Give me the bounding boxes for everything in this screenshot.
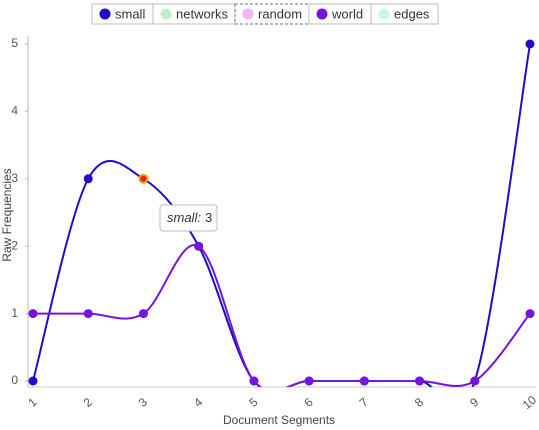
- legend-item[interactable]: world: [308, 3, 372, 25]
- point: [138, 173, 149, 184]
- legend: small networks random world edges: [91, 3, 439, 25]
- y-tick-label: 1: [11, 306, 18, 320]
- tooltip: small: 3: [159, 204, 218, 232]
- y-tick-label: 3: [11, 171, 18, 185]
- x-tick-label: 10: [520, 393, 539, 413]
- legend-item[interactable]: small: [91, 3, 154, 25]
- legend-marker: [99, 8, 111, 20]
- point: [249, 376, 259, 386]
- legend-box: [370, 3, 439, 25]
- x-tick-label: 3: [136, 395, 150, 410]
- point: [28, 376, 38, 386]
- legend-box: [234, 3, 310, 25]
- x-tick-label: 6: [302, 395, 316, 410]
- x-tick-label: 2: [81, 395, 95, 410]
- legend-item[interactable]: edges: [370, 3, 439, 25]
- point: [359, 376, 369, 386]
- legend-label: world: [331, 6, 363, 21]
- y-axis-label: Raw Frequencies: [0, 168, 14, 261]
- y-tick-label: 5: [11, 36, 18, 50]
- tooltip-value: 3: [205, 210, 212, 225]
- point: [194, 241, 204, 251]
- legend-marker: [378, 8, 390, 20]
- x-tick-label: 5: [246, 395, 260, 410]
- x-tick-label: 1: [25, 395, 39, 410]
- legend-label: random: [258, 6, 302, 21]
- legend-marker: [316, 8, 328, 20]
- y-tick-label: 0: [11, 373, 18, 387]
- tooltip-box: [159, 204, 218, 232]
- point: [470, 376, 480, 386]
- series-line: [32, 43, 531, 387]
- point: [28, 309, 38, 319]
- point: [525, 309, 535, 319]
- series-line: [33, 244, 531, 387]
- legend-label: small: [115, 6, 145, 21]
- legend-item[interactable]: networks: [152, 3, 236, 25]
- point: [83, 309, 93, 319]
- legend-label: edges: [394, 6, 430, 21]
- y-tick-label: 2: [11, 238, 18, 252]
- point: [415, 376, 425, 386]
- point: [304, 376, 314, 386]
- x-axis-label: Document Segments: [223, 413, 335, 427]
- legend-label: networks: [176, 6, 229, 21]
- legend-marker: [160, 8, 172, 20]
- legend-item[interactable]: random: [234, 3, 310, 25]
- point: [525, 39, 535, 49]
- point: [83, 174, 93, 184]
- tooltip-text: small: 3: [167, 210, 212, 225]
- x-tick-label: 8: [412, 395, 426, 410]
- x-tick-label: 4: [191, 395, 205, 410]
- x-tick-label: 9: [467, 395, 481, 410]
- legend-marker: [242, 8, 254, 20]
- point: [138, 309, 148, 319]
- tooltip-name: small:: [167, 210, 201, 225]
- y-tick-label: 4: [11, 104, 18, 118]
- x-tick-label: 7: [357, 395, 371, 410]
